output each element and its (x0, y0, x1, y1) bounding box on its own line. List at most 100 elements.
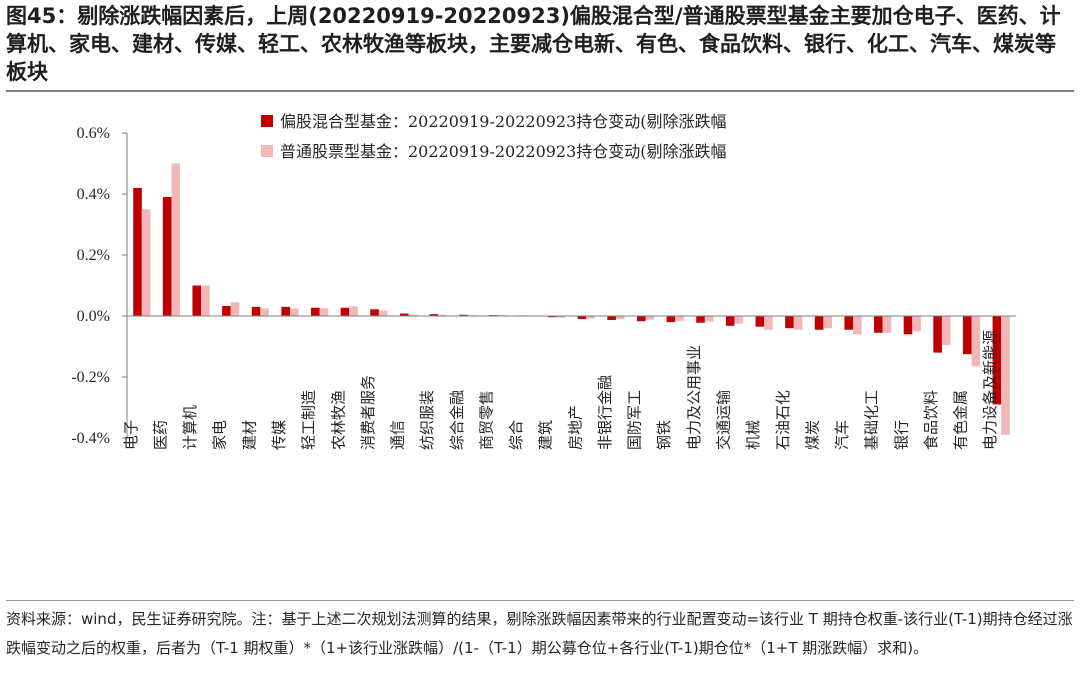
bar-hybrid-fund-22 (785, 316, 794, 329)
bar-hybrid-fund-16 (607, 316, 616, 320)
bar-stock-fund-26 (912, 316, 921, 332)
x-category-label: 建材 (240, 420, 258, 450)
bar-stock-fund-20 (734, 316, 744, 324)
x-category-label: 有色金属 (952, 390, 970, 450)
x-category-label: 纺织服装 (418, 390, 436, 450)
bar-stock-fund-18 (675, 316, 684, 321)
bar-stock-fund-3 (230, 302, 240, 316)
bar-stock-fund-1 (171, 163, 181, 316)
bar-hybrid-fund-0 (133, 187, 142, 316)
chart-title: 图45：剔除涨跌幅因素后，上周(20220919-20220923)偏股混合型/… (6, 4, 1061, 84)
bar-stock-fund-7 (349, 306, 358, 316)
x-category-label: 综合金融 (448, 390, 466, 450)
x-category-label: 煤炭 (803, 420, 821, 450)
x-category-label: 商贸零售 (477, 390, 495, 450)
legend-label-1: 普通股票型基金：20220919-20220923持仓变动(剔除涨跌幅 (280, 142, 727, 161)
y-tick-label: 0.6% (77, 125, 110, 142)
bar-hybrid-fund-26 (903, 316, 913, 335)
bar-hybrid-fund-17 (636, 316, 646, 322)
bar-hybrid-fund-27 (933, 316, 942, 353)
x-axis: 电子 医药 计算机 家电 建材 传媒 轻工制造 农林牧渔 消费者服务 通信 纺织服装 综合金融 商贸零售… (122, 315, 1016, 450)
bar-stock-fund-21 (764, 316, 773, 330)
bar-stock-fund-19 (704, 316, 714, 322)
y-axis: -0.4% -0.2% 0.0% 0.2% 0.4% 0.6% (71, 125, 128, 447)
y-tick-label: 0.2% (77, 247, 110, 264)
bar-stock-fund-0 (141, 209, 151, 316)
bar-hybrid-fund-23 (814, 316, 824, 330)
bar-hybrid-fund-5 (281, 306, 290, 316)
x-category-label: 电力及公用事业 (685, 345, 703, 450)
x-category-label: 非银行金融 (596, 375, 614, 450)
x-category-label: 汽车 (833, 420, 851, 450)
bar-stock-fund-27 (941, 316, 951, 345)
legend-label-0: 偏股混合型基金：20220919-20220923持仓变动(剔除涨跌幅 (280, 112, 727, 131)
x-category-label: 传媒 (270, 420, 288, 450)
x-category-label: 家电 (211, 420, 229, 450)
source-note: 资料来源：wind，民生证券研究院。注：基于上述二次规划法测算的结果，剔除涨跌幅… (6, 610, 1073, 657)
bar-hybrid-fund-21 (755, 316, 765, 327)
legend-swatch-0 (261, 115, 273, 127)
title-divider (6, 90, 1074, 92)
bar-stock-fund-16 (615, 316, 625, 320)
bar-stock-fund-28 (971, 316, 981, 367)
bar-chart: 偏股混合型基金：20220919-20220923持仓变动(剔除涨跌幅普通股票型… (71, 112, 1016, 450)
x-category-label: 银行 (892, 420, 910, 450)
bar-stock-fund-14 (556, 316, 566, 318)
bar-hybrid-fund-4 (251, 306, 261, 316)
bar-hybrid-fund-9 (399, 313, 409, 316)
bar-hybrid-fund-7 (340, 307, 350, 316)
bar-stock-fund-22 (793, 316, 803, 330)
bar-stock-fund-25 (882, 316, 892, 333)
x-category-label: 医药 (151, 420, 169, 450)
x-category-label: 食品饮料 (922, 390, 940, 450)
bar-hybrid-fund-28 (962, 316, 972, 355)
bar-hybrid-fund-8 (370, 309, 379, 316)
x-category-label: 综合 (507, 420, 525, 450)
bar-hybrid-fund-14 (548, 316, 557, 318)
bar-stock-fund-10 (438, 314, 447, 316)
bar-hybrid-fund-11 (459, 314, 468, 316)
bar-hybrid-fund-25 (874, 316, 883, 333)
bar-hybrid-fund-18 (666, 316, 676, 323)
bar-stock-fund-15 (586, 316, 595, 319)
bar-stock-fund-5 (289, 308, 299, 317)
bar-stock-fund-9 (408, 314, 418, 316)
bar-stock-fund-8 (378, 310, 388, 316)
x-category-label: 轻工制造 (300, 390, 318, 450)
x-category-label: 房地产 (566, 405, 584, 450)
y-tick-label: -0.4% (71, 430, 110, 447)
y-tick-label: -0.2% (71, 369, 110, 386)
bar-hybrid-fund-20 (725, 316, 735, 326)
x-category-label: 计算机 (181, 405, 199, 450)
source-divider (6, 600, 1074, 601)
x-category-label: 建筑 (537, 420, 555, 450)
x-category-label: 电子 (122, 420, 140, 450)
bar-hybrid-fund-10 (429, 314, 439, 316)
x-category-label: 机械 (744, 420, 762, 450)
bar-stock-fund-6 (319, 308, 329, 317)
bar-hybrid-fund-6 (311, 307, 320, 316)
bar-stock-fund-4 (260, 308, 269, 317)
bar-hybrid-fund-2 (192, 285, 202, 316)
bar-stock-fund-29 (1001, 316, 1010, 435)
bar-hybrid-fund-29 (992, 316, 1002, 405)
bar-hybrid-fund-24 (844, 316, 854, 330)
x-category-label: 农林牧渔 (329, 390, 347, 450)
bar-hybrid-fund-19 (696, 316, 705, 323)
bar-stock-fund-23 (823, 316, 832, 329)
x-category-label: 电力设备及新能源 (981, 330, 999, 450)
x-category-label: 国防军工 (626, 390, 644, 450)
legend-swatch-1 (261, 145, 273, 157)
bar-hybrid-fund-15 (577, 316, 587, 320)
x-category-label: 交通运输 (714, 390, 732, 450)
x-category-label: 消费者服务 (359, 375, 377, 450)
bar-hybrid-fund-3 (222, 305, 231, 316)
bar-stock-fund-2 (201, 285, 210, 316)
y-tick-label: 0.0% (77, 308, 110, 325)
bar-series (133, 163, 1010, 435)
x-category-label: 石油石化 (774, 390, 792, 450)
y-tick-label: 0.4% (77, 186, 110, 203)
x-category-label: 基础化工 (863, 390, 881, 450)
bar-stock-fund-24 (853, 316, 862, 335)
x-category-label: 钢铁 (655, 420, 673, 450)
